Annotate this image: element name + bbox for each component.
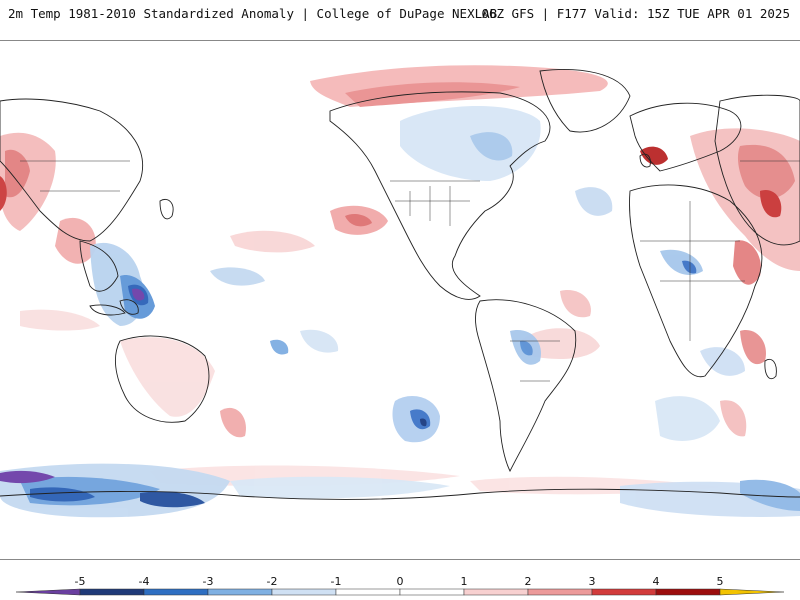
colorbar-right-arrow (719, 588, 785, 596)
south-america (475, 299, 577, 473)
colorbar: -5 -4 -3 -2 -1 0 1 2 3 4 5 (0, 560, 800, 600)
antarctica (0, 488, 800, 500)
colorbar-bin (79, 588, 145, 596)
colorbar-tick-label: -1 (330, 575, 342, 588)
japan (159, 198, 174, 220)
colorbar-tick-label: 4 (652, 575, 660, 588)
header: 2m Temp 1981-2010 Standardized Anomaly |… (0, 0, 800, 40)
colorbar-tick-label: -4 (138, 575, 150, 588)
colorbar-tick-label: 3 (588, 575, 596, 588)
indonesia-islands (89, 304, 126, 316)
model-run-info: 06Z GFS | F177 Valid: 15Z TUE APR 01 202… (481, 6, 790, 21)
map-title: 2m Temp 1981-2010 Standardized Anomaly |… (8, 6, 498, 21)
colorbar-tick-label: 5 (716, 575, 724, 588)
uk (639, 153, 651, 168)
colorbar-bin (463, 588, 529, 596)
colorbar-tick-label: -3 (202, 575, 214, 588)
map-svg (0, 41, 800, 559)
asia-west (0, 98, 144, 242)
colorbar-bin (207, 588, 273, 596)
colorbar-bin (655, 588, 721, 596)
colorbar-tick-label: -5 (74, 575, 86, 588)
political-borders (20, 160, 800, 382)
north-america (329, 91, 551, 300)
madagascar (764, 358, 777, 380)
colorbar-bin (527, 588, 593, 596)
greenland (539, 69, 631, 133)
colorbar-left-arrow (15, 588, 81, 596)
colorbar-tick-label: 2 (524, 575, 532, 588)
colorbar-bin (591, 588, 657, 596)
anomaly-map (0, 40, 800, 560)
colorbar-bin (399, 588, 465, 596)
colorbar-tick-label: 1 (460, 575, 468, 588)
cool-anomalies (0, 106, 800, 518)
philippines-islands (119, 299, 139, 315)
colorbar-bin (271, 588, 337, 596)
coastlines (0, 69, 800, 500)
southeast-asia (79, 240, 119, 292)
colorbar-bins (15, 588, 785, 596)
colorbar-tick-label: 0 (396, 575, 404, 588)
africa (629, 184, 763, 378)
australia (114, 335, 210, 423)
colorbar-bin (335, 588, 401, 596)
colorbar-tick-label: -2 (266, 575, 278, 588)
colorbar-svg (15, 588, 785, 596)
colorbar-bin (143, 588, 209, 596)
warm-anomalies (0, 65, 800, 495)
asia (714, 94, 800, 246)
